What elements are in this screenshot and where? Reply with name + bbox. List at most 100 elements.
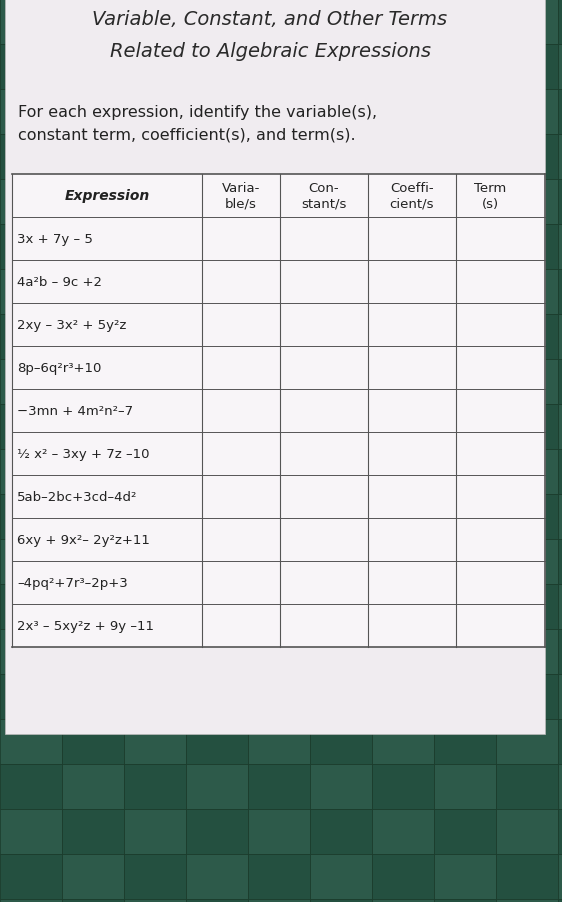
Bar: [62, 675, 124, 719]
Bar: [248, 854, 310, 899]
Bar: [0, 584, 62, 630]
Bar: [558, 449, 562, 494]
Bar: [248, 449, 310, 494]
Bar: [248, 225, 310, 270]
Bar: [434, 179, 496, 225]
Bar: [248, 630, 310, 675]
Bar: [186, 719, 248, 764]
Bar: [310, 854, 372, 899]
Bar: [558, 90, 562, 135]
Bar: [310, 270, 372, 315]
Bar: [124, 360, 186, 405]
Bar: [310, 90, 372, 135]
Bar: [558, 675, 562, 719]
Bar: [434, 854, 496, 899]
Text: 2x³ – 5xy²z + 9y –11: 2x³ – 5xy²z + 9y –11: [17, 620, 154, 632]
Bar: [558, 494, 562, 539]
Text: Related to Algebraic Expressions: Related to Algebraic Expressions: [110, 42, 430, 61]
Text: 2xy – 3x² + 5y²z: 2xy – 3x² + 5y²z: [17, 318, 126, 332]
Bar: [372, 854, 434, 899]
Bar: [62, 360, 124, 405]
Bar: [310, 405, 372, 449]
Bar: [310, 539, 372, 584]
Bar: [558, 270, 562, 315]
Bar: [372, 539, 434, 584]
Bar: [310, 719, 372, 764]
Bar: [0, 315, 62, 360]
Bar: [558, 719, 562, 764]
Bar: [0, 225, 62, 270]
Bar: [558, 405, 562, 449]
Bar: [186, 315, 248, 360]
Bar: [372, 449, 434, 494]
Bar: [0, 360, 62, 405]
Bar: [62, 135, 124, 179]
Bar: [434, 135, 496, 179]
Bar: [62, 764, 124, 809]
Bar: [248, 270, 310, 315]
Bar: [496, 405, 558, 449]
Bar: [186, 90, 248, 135]
Bar: [310, 449, 372, 494]
Bar: [62, 0, 124, 45]
Bar: [558, 315, 562, 360]
Bar: [248, 899, 310, 902]
Bar: [124, 539, 186, 584]
Bar: [124, 225, 186, 270]
Bar: [186, 494, 248, 539]
Bar: [310, 675, 372, 719]
Bar: [124, 179, 186, 225]
Bar: [434, 405, 496, 449]
Bar: [496, 539, 558, 584]
Bar: [248, 539, 310, 584]
Bar: [310, 179, 372, 225]
Bar: [434, 584, 496, 630]
Bar: [248, 584, 310, 630]
Bar: [558, 899, 562, 902]
Bar: [558, 225, 562, 270]
Bar: [186, 360, 248, 405]
Bar: [558, 45, 562, 90]
Bar: [248, 135, 310, 179]
Bar: [248, 809, 310, 854]
Bar: [434, 315, 496, 360]
Bar: [434, 449, 496, 494]
Bar: [248, 719, 310, 764]
Bar: [124, 584, 186, 630]
Text: 4a²b – 9c +2: 4a²b – 9c +2: [17, 276, 102, 289]
Bar: [124, 764, 186, 809]
Bar: [558, 179, 562, 225]
Bar: [186, 899, 248, 902]
Bar: [372, 405, 434, 449]
Bar: [310, 0, 372, 45]
Bar: [0, 764, 62, 809]
Bar: [186, 179, 248, 225]
Bar: [496, 360, 558, 405]
Bar: [372, 225, 434, 270]
Bar: [496, 90, 558, 135]
Bar: [496, 584, 558, 630]
Bar: [372, 0, 434, 45]
Bar: [62, 899, 124, 902]
Bar: [0, 45, 62, 90]
Bar: [124, 135, 186, 179]
Bar: [62, 719, 124, 764]
Bar: [124, 809, 186, 854]
Bar: [124, 449, 186, 494]
Bar: [62, 90, 124, 135]
Bar: [496, 899, 558, 902]
Bar: [310, 899, 372, 902]
Bar: [310, 360, 372, 405]
Bar: [124, 270, 186, 315]
Bar: [434, 809, 496, 854]
Bar: [496, 449, 558, 494]
Bar: [372, 45, 434, 90]
Bar: [310, 494, 372, 539]
Bar: [124, 675, 186, 719]
FancyBboxPatch shape: [5, 0, 545, 734]
Bar: [62, 315, 124, 360]
Text: Term
(s): Term (s): [474, 182, 506, 210]
Bar: [186, 630, 248, 675]
Text: For each expression, identify the variable(s),: For each expression, identify the variab…: [18, 105, 377, 120]
Bar: [372, 764, 434, 809]
